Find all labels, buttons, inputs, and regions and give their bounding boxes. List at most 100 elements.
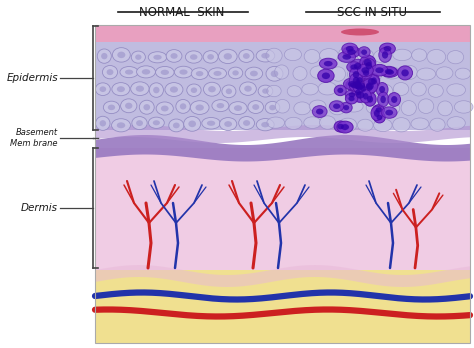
Bar <box>95 40 470 130</box>
Ellipse shape <box>380 96 386 103</box>
Ellipse shape <box>217 103 224 108</box>
Ellipse shape <box>374 50 392 63</box>
Text: Basement
Mem brane: Basement Mem brane <box>10 128 58 148</box>
Ellipse shape <box>356 91 365 98</box>
Ellipse shape <box>358 83 365 89</box>
Ellipse shape <box>354 80 369 92</box>
Ellipse shape <box>132 117 147 129</box>
Ellipse shape <box>385 110 393 116</box>
Ellipse shape <box>329 100 346 115</box>
Ellipse shape <box>120 66 138 78</box>
Ellipse shape <box>187 84 201 96</box>
Ellipse shape <box>360 55 376 70</box>
Ellipse shape <box>337 88 343 93</box>
Ellipse shape <box>161 70 169 75</box>
Ellipse shape <box>385 69 393 74</box>
Ellipse shape <box>346 93 358 104</box>
Ellipse shape <box>366 84 373 91</box>
Ellipse shape <box>245 67 263 80</box>
Ellipse shape <box>349 81 365 92</box>
Ellipse shape <box>447 117 465 129</box>
Ellipse shape <box>166 50 182 62</box>
Ellipse shape <box>243 120 250 126</box>
Ellipse shape <box>294 102 310 115</box>
Ellipse shape <box>267 117 284 128</box>
Polygon shape <box>95 125 470 143</box>
Ellipse shape <box>371 77 377 85</box>
Ellipse shape <box>149 83 164 97</box>
Ellipse shape <box>169 119 184 132</box>
Ellipse shape <box>209 68 227 79</box>
Ellipse shape <box>348 81 356 87</box>
Ellipse shape <box>337 124 344 129</box>
Ellipse shape <box>319 58 337 69</box>
Ellipse shape <box>366 101 382 114</box>
Ellipse shape <box>304 49 320 63</box>
Ellipse shape <box>360 67 372 79</box>
Ellipse shape <box>96 116 110 130</box>
Ellipse shape <box>256 49 275 62</box>
Ellipse shape <box>401 101 416 116</box>
Ellipse shape <box>131 51 146 63</box>
Ellipse shape <box>284 48 301 61</box>
Ellipse shape <box>95 83 110 95</box>
Ellipse shape <box>354 63 361 70</box>
Ellipse shape <box>353 79 365 90</box>
Text: NORMAL  SKIN: NORMAL SKIN <box>139 6 225 19</box>
Ellipse shape <box>229 102 247 114</box>
Ellipse shape <box>343 46 360 57</box>
Ellipse shape <box>117 86 125 92</box>
Ellipse shape <box>239 117 255 129</box>
Ellipse shape <box>360 85 366 92</box>
Ellipse shape <box>373 105 384 115</box>
Ellipse shape <box>176 100 190 113</box>
Ellipse shape <box>184 117 201 131</box>
Ellipse shape <box>361 49 367 55</box>
Ellipse shape <box>350 64 357 70</box>
Ellipse shape <box>136 86 144 92</box>
Ellipse shape <box>250 71 258 76</box>
Ellipse shape <box>243 53 250 59</box>
Ellipse shape <box>112 48 130 62</box>
Ellipse shape <box>271 70 278 77</box>
Ellipse shape <box>411 49 427 61</box>
Ellipse shape <box>195 104 204 111</box>
Ellipse shape <box>219 118 237 130</box>
Ellipse shape <box>252 104 259 110</box>
Ellipse shape <box>153 87 160 93</box>
Ellipse shape <box>100 86 106 92</box>
Ellipse shape <box>438 101 452 116</box>
Ellipse shape <box>212 100 229 112</box>
Ellipse shape <box>455 101 473 113</box>
Ellipse shape <box>356 49 373 61</box>
Ellipse shape <box>258 85 273 97</box>
Bar <box>95 268 470 343</box>
Ellipse shape <box>139 100 154 114</box>
Ellipse shape <box>161 105 169 111</box>
Text: SCC IN SITU: SCC IN SITU <box>337 6 407 19</box>
Ellipse shape <box>137 66 155 78</box>
Ellipse shape <box>364 74 380 88</box>
Ellipse shape <box>374 110 380 117</box>
Ellipse shape <box>362 58 375 73</box>
Ellipse shape <box>353 84 361 89</box>
Ellipse shape <box>379 48 392 62</box>
Ellipse shape <box>338 48 355 62</box>
Ellipse shape <box>401 69 409 77</box>
Ellipse shape <box>356 84 364 90</box>
Ellipse shape <box>135 54 142 60</box>
Ellipse shape <box>429 118 445 131</box>
Ellipse shape <box>402 65 417 79</box>
Ellipse shape <box>447 84 465 96</box>
Ellipse shape <box>376 115 383 120</box>
Ellipse shape <box>331 67 346 81</box>
Ellipse shape <box>340 82 354 95</box>
Ellipse shape <box>117 52 125 58</box>
Ellipse shape <box>266 66 283 81</box>
Ellipse shape <box>285 117 302 129</box>
Ellipse shape <box>353 71 359 78</box>
Ellipse shape <box>125 103 132 109</box>
Ellipse shape <box>269 105 276 110</box>
Ellipse shape <box>274 65 289 79</box>
Ellipse shape <box>334 121 347 132</box>
